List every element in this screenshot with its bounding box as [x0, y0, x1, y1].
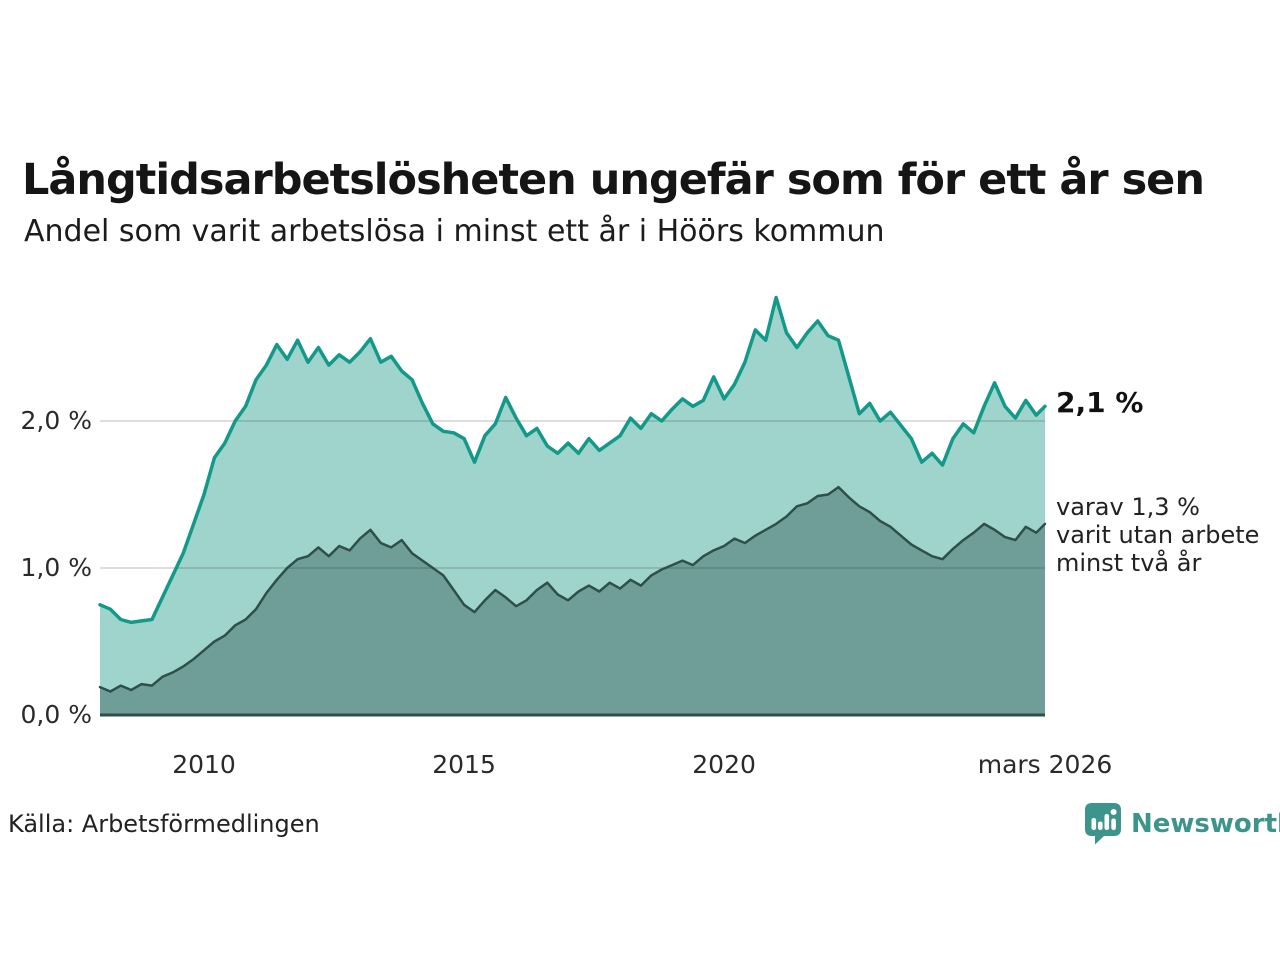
newsworthy-wordmark: Newsworthy	[1131, 808, 1280, 839]
x-tick-label: 2020	[692, 750, 756, 779]
x-tick-label: 2015	[432, 750, 496, 779]
y-tick-label: 1,0 %	[20, 553, 92, 582]
subset-annotation-line-1: varav 1,3 %	[1056, 493, 1200, 521]
source-credit: Källa: Arbetsförmedlingen	[8, 810, 320, 838]
subset-annotation-line-3: minst två år	[1056, 549, 1202, 577]
y-tick-label: 0,0 %	[20, 700, 92, 729]
line-unemployed-min-2yr	[98, 485, 1047, 693]
subset-annotation-line-2: varit utan arbete	[1056, 521, 1260, 549]
latest-total-value-label: 2,1 %	[1056, 386, 1144, 420]
newsworthy-logo: Newsworthy	[1084, 802, 1280, 845]
line-unemployed-min-1yr	[98, 295, 1047, 625]
y-tick-label: 2,0 %	[20, 406, 92, 435]
x-tick-label: 2010	[172, 750, 236, 779]
newsworthy-bubble-chart-icon	[1084, 802, 1122, 845]
area-unemployed-min-2yr	[100, 487, 1045, 715]
subset-annotation: varav 1,3 % varit utan arbete minst två …	[1056, 493, 1259, 577]
x-tick-label: mars 2026	[977, 750, 1113, 779]
page-title: Långtidsarbetslösheten ungefär som för e…	[22, 154, 1205, 205]
page-subtitle: Andel som varit arbetslösa i minst ett å…	[24, 214, 885, 249]
